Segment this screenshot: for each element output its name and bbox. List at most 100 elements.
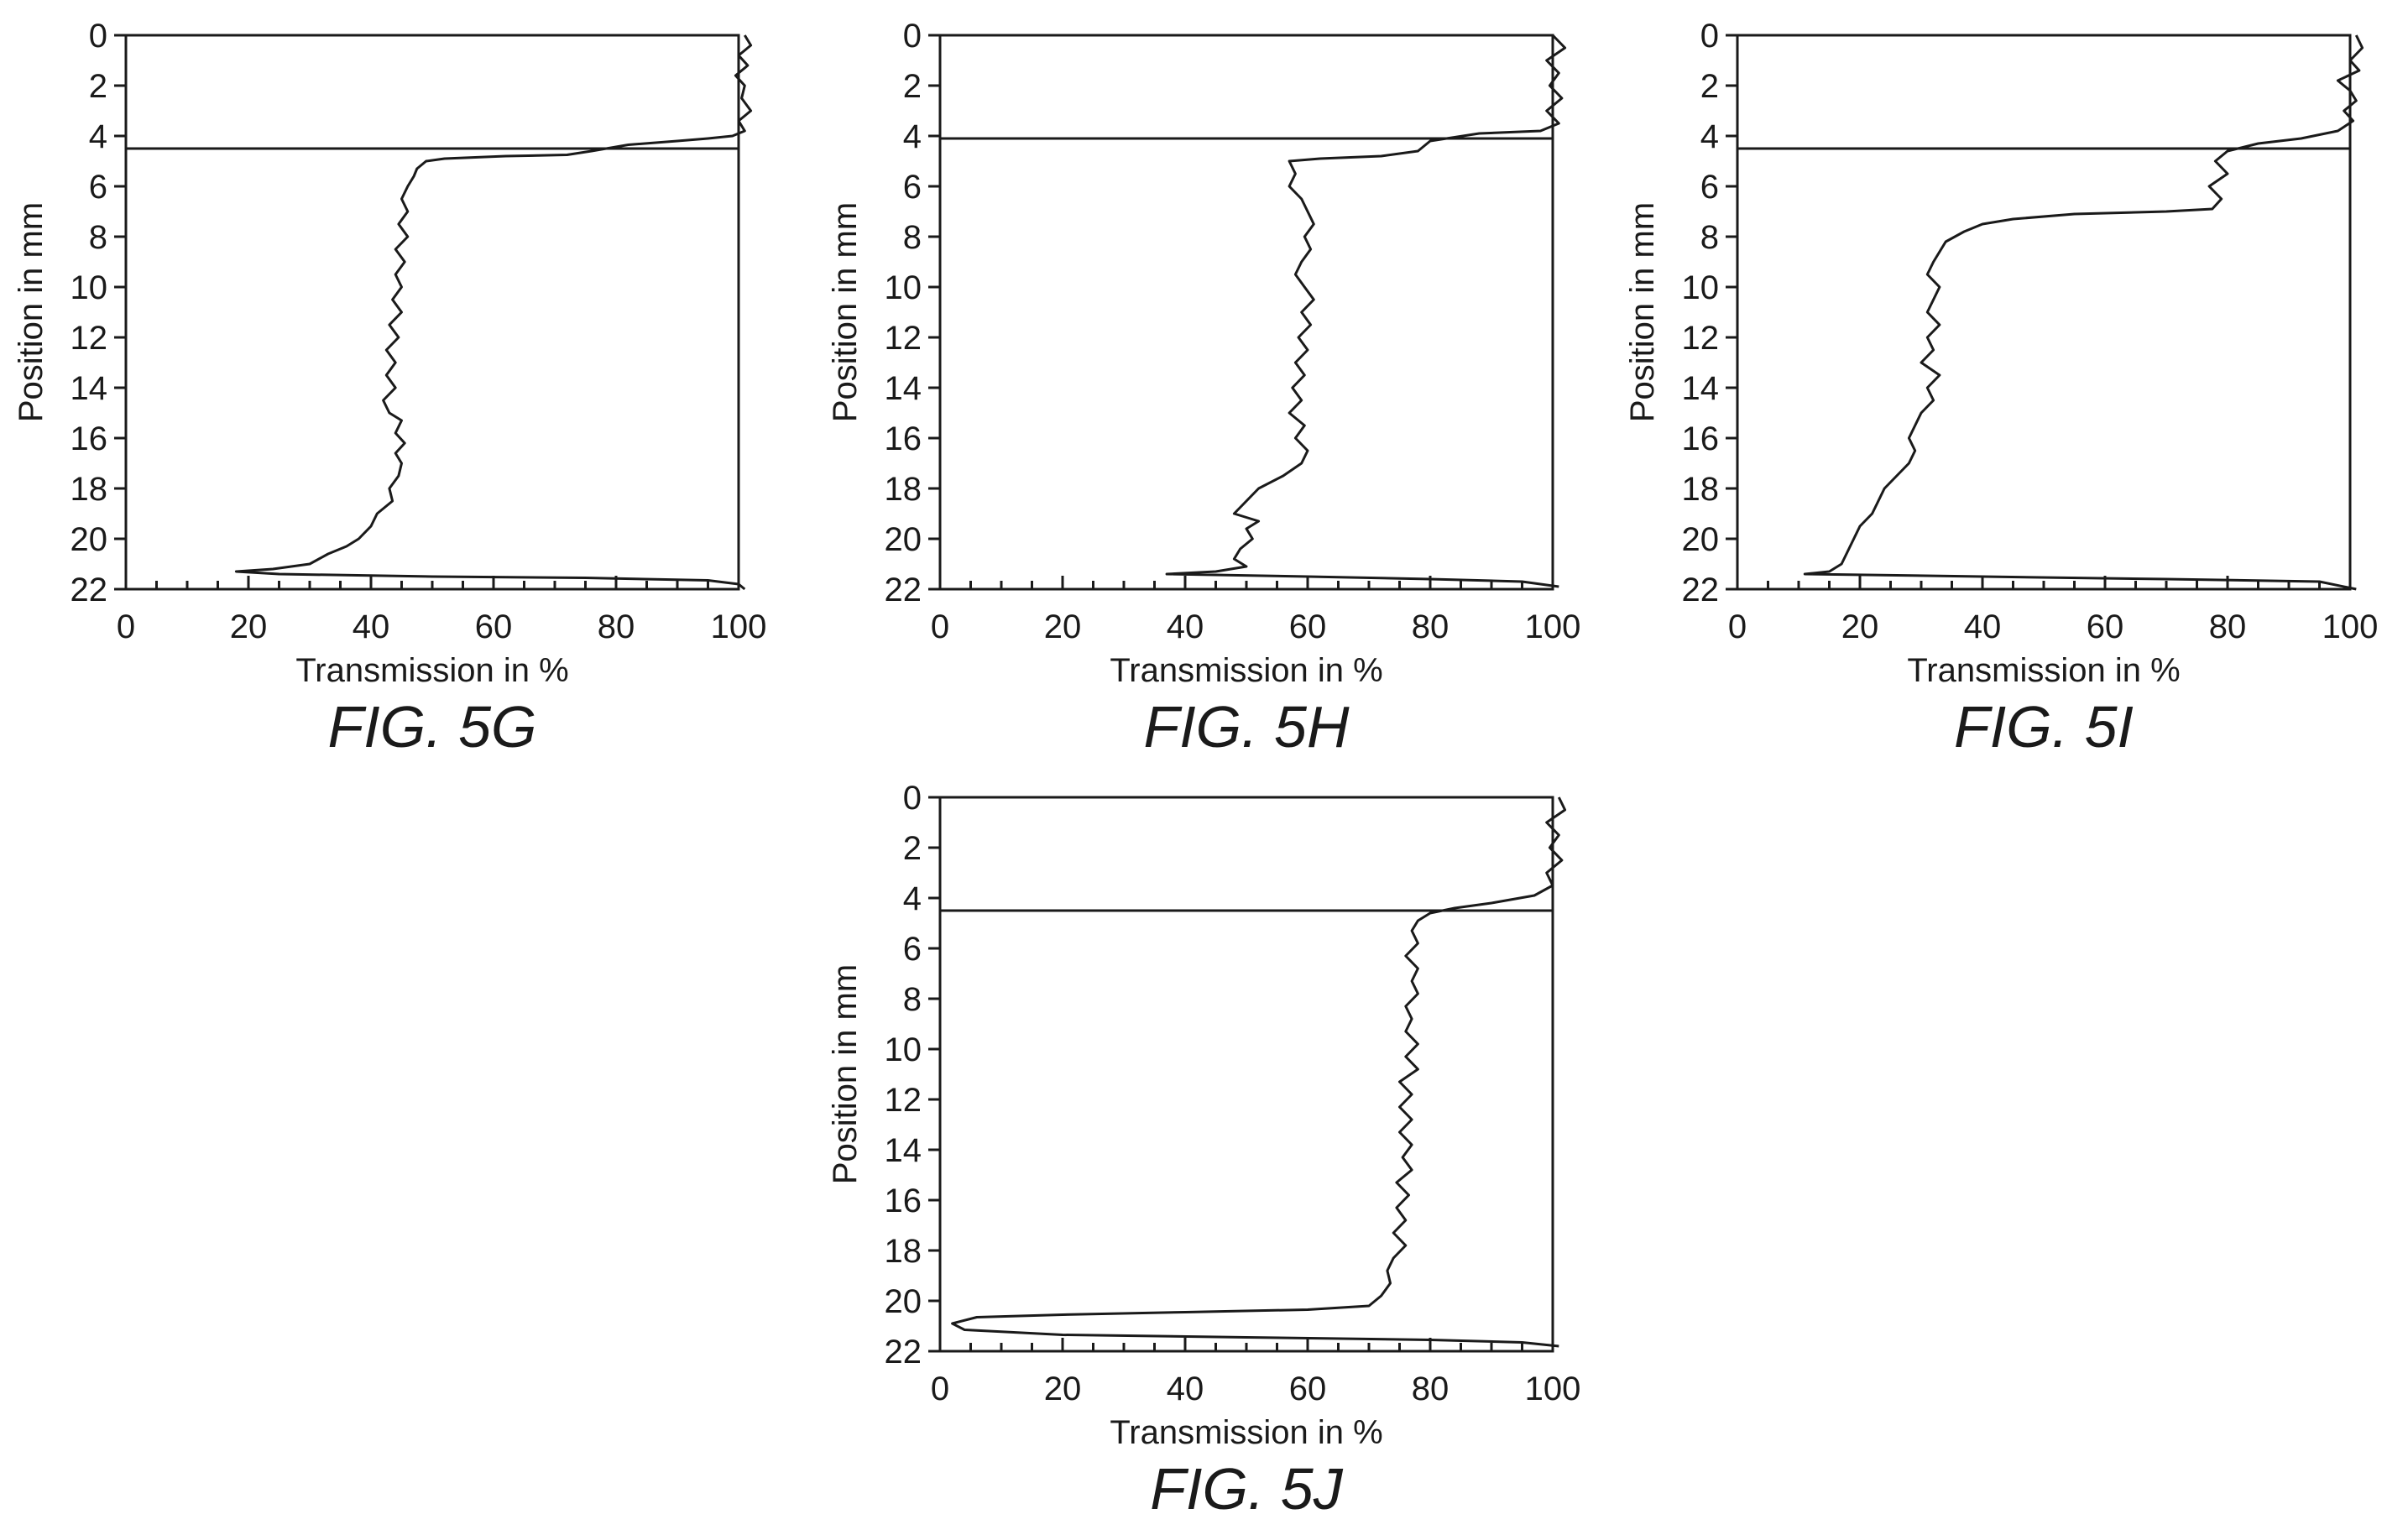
- y-tick-label: 10: [885, 1031, 922, 1068]
- y-axis-title: Position in mm: [827, 964, 864, 1184]
- x-tick-label: 40: [1167, 608, 1204, 645]
- chart-panel-5g: 0 2 4 6 8 10 12 14 16 18 20 22 0 20 40 60 80 100 Transmiss…: [0, 0, 839, 764]
- y-tick-label: 0: [89, 18, 107, 55]
- x-tick-label: 0: [1728, 608, 1747, 645]
- y-tick-label: 2: [903, 68, 922, 105]
- y-tick-label: 14: [1682, 370, 1720, 407]
- figure-label: FIG. 5J: [1150, 1456, 1343, 1522]
- x-tick-label: 80: [2209, 608, 2247, 645]
- figure-label: FIG. 5H: [1143, 694, 1349, 760]
- x-tick-label: 80: [598, 608, 635, 645]
- y-tick-label: 16: [885, 1183, 922, 1219]
- x-tick-label: 0: [117, 608, 135, 645]
- y-tick-label: 6: [903, 169, 922, 206]
- x-tick-label: 40: [1964, 608, 2002, 645]
- y-tick-label: 2: [89, 68, 107, 105]
- x-tick-label: 60: [475, 608, 513, 645]
- y-tick-label: 22: [1682, 572, 1720, 608]
- x-tick-label: 60: [1289, 1371, 1327, 1407]
- y-tick-label: 22: [885, 572, 922, 608]
- y-tick-label: 8: [903, 981, 922, 1018]
- y-tick-label: 8: [1700, 219, 1719, 256]
- y-tick-label: 18: [71, 471, 108, 508]
- y-tick-label: 22: [885, 1334, 922, 1371]
- y-tick-label: 14: [885, 1132, 922, 1169]
- y-tick-label: 12: [885, 320, 922, 357]
- y-tick-label: 0: [903, 18, 922, 55]
- figure-label: FIG. 5I: [1954, 694, 2134, 760]
- y-axis-title: Position in mm: [827, 202, 864, 422]
- x-axis-title: Transmission in %: [1907, 652, 2180, 689]
- y-tick-label: 6: [89, 169, 107, 206]
- y-tick-label: 12: [1682, 320, 1720, 357]
- x-tick-label: 20: [1841, 608, 1879, 645]
- series-line: [1803, 34, 2364, 591]
- y-tick-label: 20: [885, 521, 922, 558]
- x-tick-label: 0: [931, 1371, 949, 1407]
- y-tick-label: 16: [71, 420, 108, 457]
- x-axis-title: Transmission in %: [1110, 652, 1382, 689]
- y-tick-label: 10: [71, 269, 108, 306]
- x-tick-label: 20: [1044, 608, 1082, 645]
- x-tick-label: 100: [711, 608, 767, 645]
- y-axis-title: Position in mm: [1624, 202, 1661, 422]
- series-line: [234, 34, 753, 591]
- y-tick-label: 8: [903, 219, 922, 256]
- x-tick-label: 100: [1525, 1371, 1581, 1407]
- x-tick-label: 60: [2087, 608, 2124, 645]
- x-tick-label: 60: [1289, 608, 1327, 645]
- y-tick-label: 18: [885, 471, 922, 508]
- y-tick-label: 20: [885, 1283, 922, 1320]
- y-tick-label: 16: [885, 420, 922, 457]
- y-tick-label: 8: [89, 219, 107, 256]
- y-tick-label: 14: [885, 370, 922, 407]
- chart-panel-5j: 0 2 4 6 8 10 12 14 16 18 20 22 0 20 40 60 80 100 Transmiss…: [814, 762, 1653, 1526]
- y-axis-title: Position in mm: [13, 202, 50, 422]
- plot-frame: [1736, 34, 2352, 591]
- x-tick-label: 20: [1044, 1371, 1082, 1407]
- x-tick-label: 80: [1412, 608, 1450, 645]
- y-tick-label: 12: [71, 320, 108, 357]
- y-tick-label: 20: [71, 521, 108, 558]
- y-tick-label: 10: [1682, 269, 1720, 306]
- chart-panel-5h: 0 2 4 6 8 10 12 14 16 18 20 22 0 20 40 60 80 100 Transmiss…: [814, 0, 1653, 764]
- y-tick-label: 2: [903, 830, 922, 867]
- x-tick-label: 0: [931, 608, 949, 645]
- x-tick-label: 80: [1412, 1371, 1450, 1407]
- x-tick-label: 100: [1525, 608, 1581, 645]
- x-tick-label: 40: [1167, 1371, 1204, 1407]
- series-line: [1165, 34, 1567, 588]
- y-tick-label: 6: [1700, 169, 1719, 206]
- y-tick-label: 6: [903, 931, 922, 968]
- x-axis-title: Transmission in %: [295, 652, 568, 689]
- y-tick-label: 14: [71, 370, 108, 407]
- y-tick-label: 4: [903, 118, 922, 155]
- x-tick-label: 20: [230, 608, 268, 645]
- y-tick-label: 2: [1700, 68, 1719, 105]
- chart-panel-5i: 0 2 4 6 8 10 12 14 16 18 20 22 0 20 40 60 80 100 Transmiss…: [1611, 0, 2408, 764]
- y-tick-label: 22: [71, 572, 108, 608]
- x-axis-title: Transmission in %: [1110, 1414, 1382, 1451]
- y-tick-label: 20: [1682, 521, 1720, 558]
- y-tick-label: 18: [885, 1233, 922, 1270]
- series-line: [951, 796, 1567, 1348]
- plot-frame: [938, 796, 1554, 1353]
- y-tick-label: 4: [1700, 118, 1719, 155]
- plot-frame: [938, 34, 1554, 591]
- y-tick-label: 0: [903, 780, 922, 817]
- y-tick-label: 18: [1682, 471, 1720, 508]
- x-tick-label: 100: [2322, 608, 2379, 645]
- x-tick-label: 40: [353, 608, 390, 645]
- y-tick-label: 12: [885, 1082, 922, 1119]
- y-tick-label: 0: [1700, 18, 1719, 55]
- y-tick-label: 10: [885, 269, 922, 306]
- y-tick-label: 16: [1682, 420, 1720, 457]
- figure-label: FIG. 5G: [328, 694, 537, 760]
- y-tick-label: 4: [89, 118, 107, 155]
- plot-frame: [124, 34, 740, 591]
- y-tick-label: 4: [903, 880, 922, 917]
